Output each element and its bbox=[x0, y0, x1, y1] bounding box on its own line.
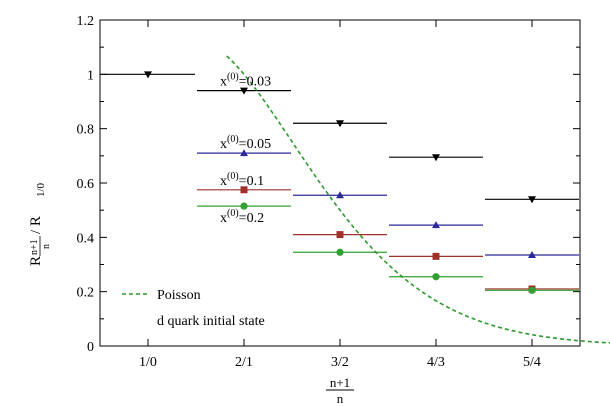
marker-triangle-up bbox=[336, 191, 344, 199]
y-axis: 0 0.2 0.4 0.6 0.8 1 1.2 bbox=[77, 14, 580, 355]
marker-square bbox=[336, 231, 344, 239]
x-tick-label: 1/0 bbox=[139, 355, 157, 370]
marker-triangle-up bbox=[432, 221, 440, 229]
series-label-3: x(0)=0.2 bbox=[220, 208, 264, 226]
x-label-numerator: n+1 bbox=[330, 375, 350, 390]
annotation-initial-state: d quark initial state bbox=[157, 314, 265, 329]
y-tick-label: 0.2 bbox=[77, 286, 95, 301]
y-tick-label: 1 bbox=[87, 68, 94, 83]
x-label-denominator: n bbox=[337, 391, 344, 406]
y-tick-label: 0 bbox=[87, 340, 94, 355]
x-tick-label: 2/1 bbox=[235, 355, 253, 370]
y-label-sub-num: n+1 bbox=[29, 239, 40, 255]
legend-poisson-label: Poisson bbox=[157, 288, 201, 303]
y-label-rest-sub: 1/0 bbox=[35, 182, 47, 197]
marker-triangle-down bbox=[528, 196, 536, 204]
y-label-R: R bbox=[28, 256, 44, 266]
data-markers bbox=[144, 71, 536, 294]
series-label-1: x(0)=0.05 bbox=[220, 134, 271, 152]
marker-triangle-down bbox=[144, 71, 152, 79]
series-label-2: x(0)=0.1 bbox=[220, 171, 264, 189]
marker-triangle-up bbox=[240, 149, 248, 157]
marker-square bbox=[240, 186, 248, 194]
y-tick-label: 0.8 bbox=[77, 123, 95, 138]
y-label-sub-den: n bbox=[41, 244, 52, 249]
y-label: R n+1 n / R 1/0 bbox=[28, 182, 52, 266]
x-axis: 1/0 2/1 3/2 4/3 5/4 bbox=[139, 20, 541, 370]
x-tick-label: 3/2 bbox=[331, 355, 349, 370]
y-tick-label: 0.6 bbox=[77, 177, 95, 192]
marker-circle bbox=[432, 273, 440, 281]
y-label-rest: / R bbox=[28, 216, 44, 234]
marker-circle bbox=[240, 202, 248, 210]
poisson-curve bbox=[226, 55, 610, 344]
x-tick-label: 4/3 bbox=[427, 355, 445, 370]
series-label-0: x(0)=0.03 bbox=[220, 72, 271, 90]
x-tick-label: 5/4 bbox=[523, 355, 541, 370]
series-labels: x(0)=0.03 x(0)=0.05 x(0)=0.1 x(0)=0.2 bbox=[220, 72, 271, 226]
y-tick-label: 1.2 bbox=[77, 14, 95, 29]
marker-triangle-up bbox=[528, 250, 536, 258]
marker-square bbox=[432, 252, 440, 260]
bin-bars bbox=[101, 73, 579, 291]
marker-triangle-down bbox=[240, 87, 248, 95]
marker-circle bbox=[336, 248, 344, 256]
marker-triangle-down bbox=[336, 120, 344, 128]
marker-circle bbox=[528, 286, 536, 294]
y-tick-label: 0.4 bbox=[77, 231, 95, 246]
marker-triangle-down bbox=[432, 154, 440, 162]
